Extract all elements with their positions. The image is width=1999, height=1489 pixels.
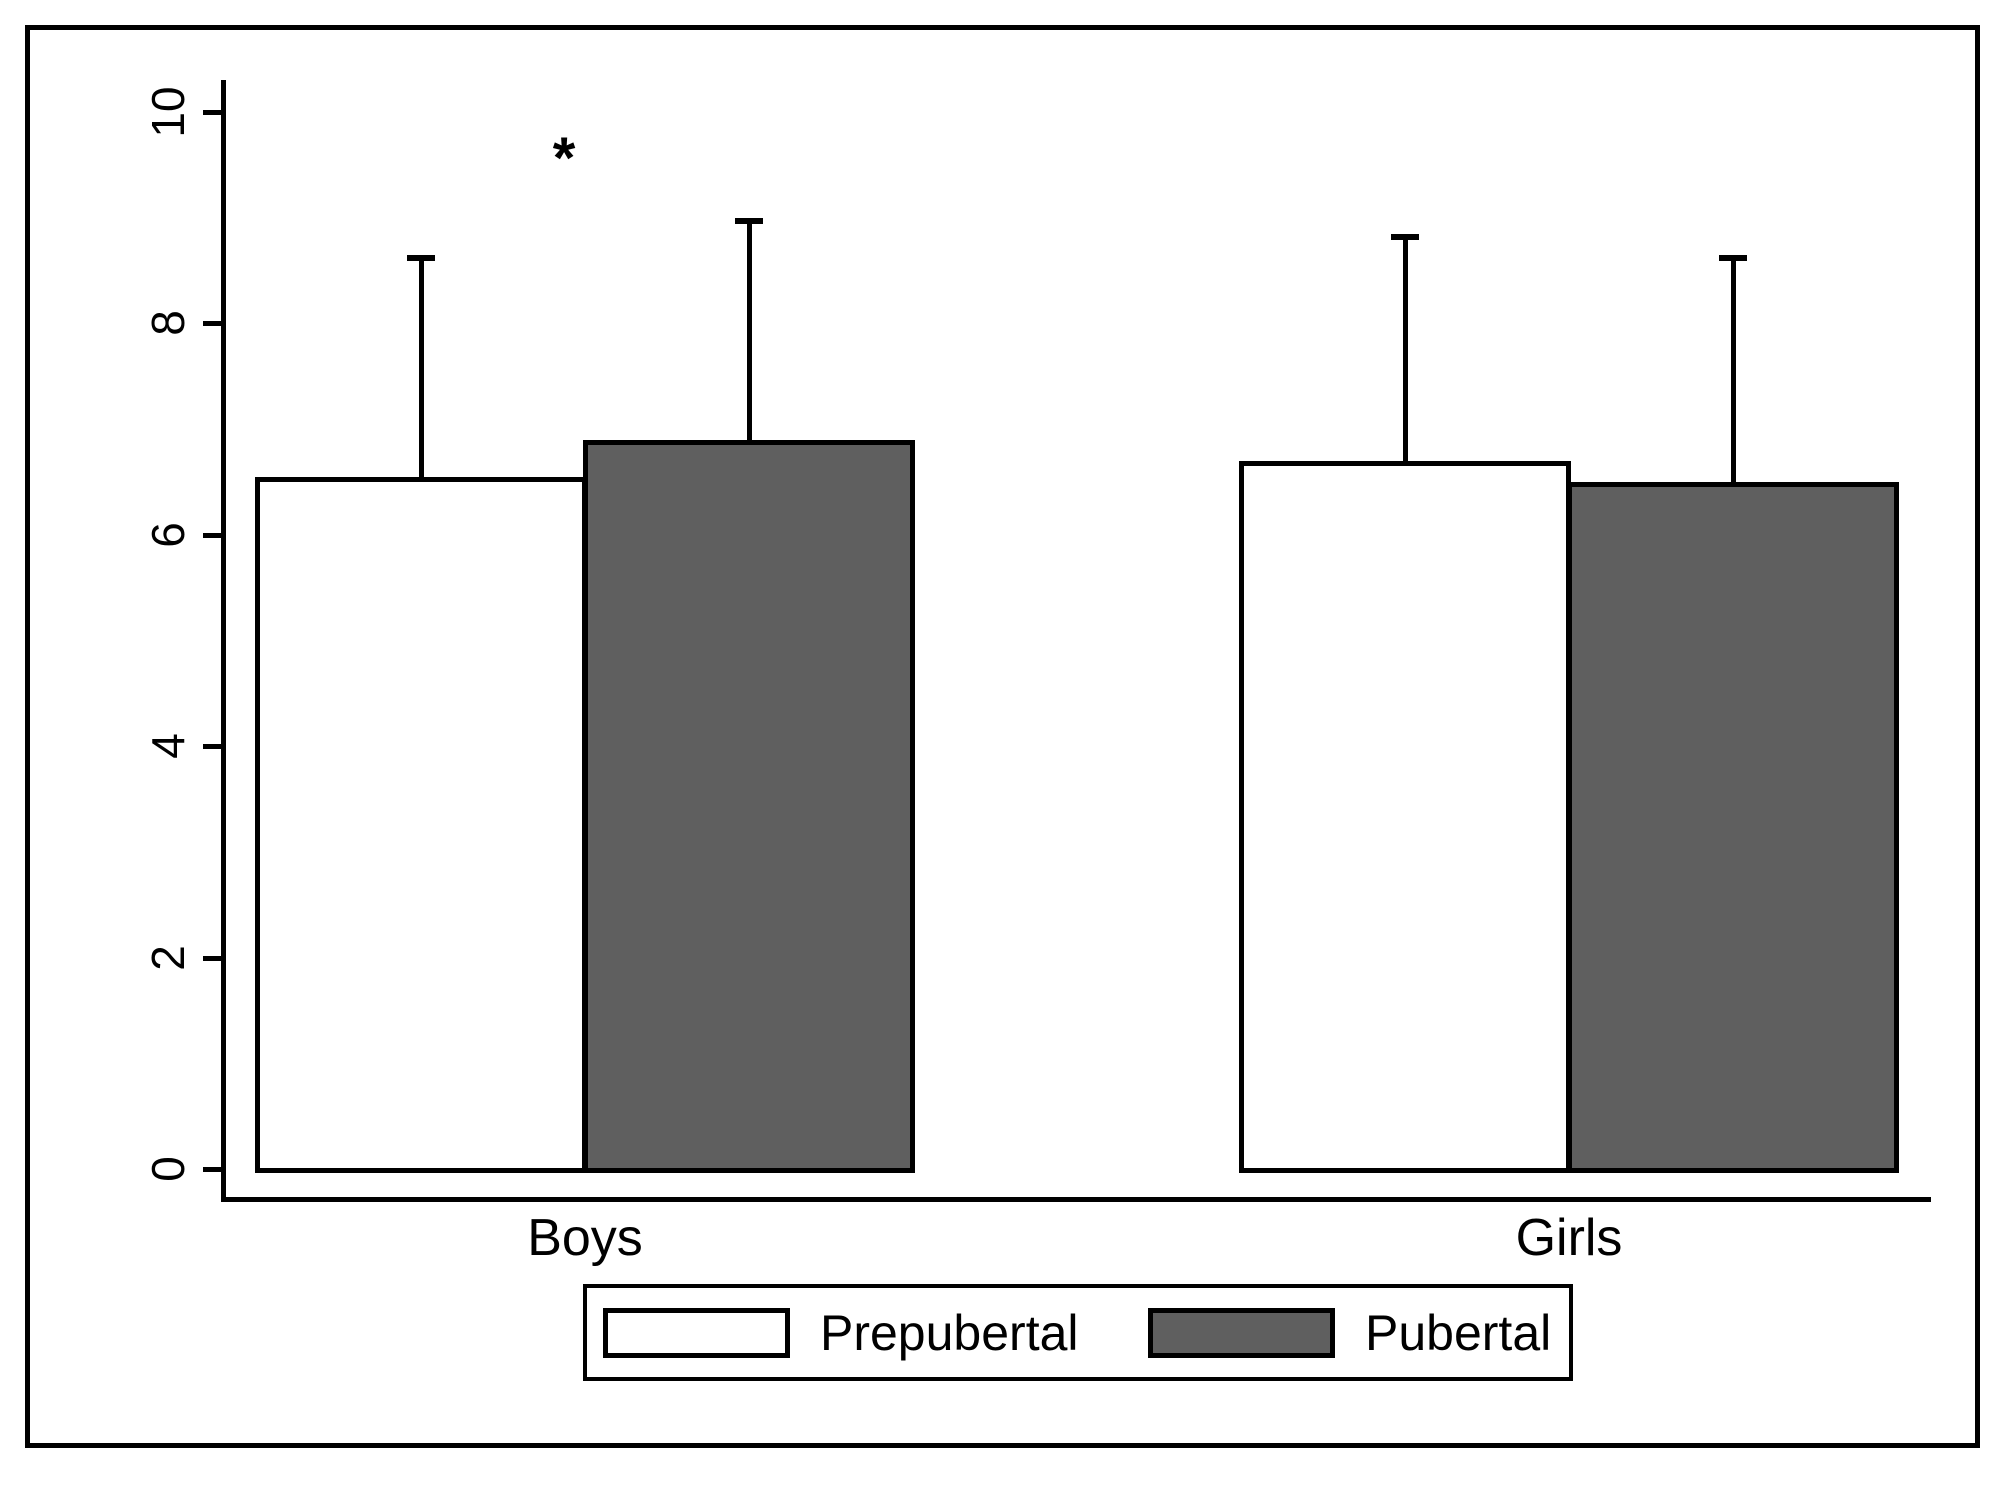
y-tick-mark — [203, 533, 221, 538]
y-tick-label: 10 — [142, 86, 194, 138]
significance-asterisk: * — [552, 125, 576, 191]
y-tick-label: 2 — [142, 945, 194, 971]
figure-border — [25, 25, 1980, 1448]
error-whisker-boys-pubertal — [747, 218, 752, 440]
x-axis-line — [221, 1197, 1931, 1202]
bar-girls-pubertal — [1567, 482, 1899, 1173]
error-cap-girls-pubertal — [1719, 255, 1747, 261]
bar-boys-prepubertal — [255, 477, 587, 1173]
bar-girls-prepubertal — [1239, 461, 1571, 1173]
y-tick-label: 8 — [142, 310, 194, 336]
y-tick-mark — [203, 744, 221, 749]
error-cap-girls-prepubertal — [1391, 234, 1419, 240]
error-cap-boys-pubertal — [735, 218, 763, 224]
bar-boys-pubertal — [583, 440, 915, 1173]
error-cap-boys-prepubertal — [407, 255, 435, 261]
y-axis-line — [221, 80, 226, 1202]
legend-label-pubertal: Pubertal — [1365, 1304, 1552, 1361]
y-tick-label: 0 — [142, 1156, 194, 1182]
y-tick-label: 6 — [142, 522, 194, 548]
legend-swatch-prepubertal — [603, 1308, 790, 1358]
y-tick-mark — [203, 1167, 221, 1172]
category-label-girls: Girls — [1515, 1209, 1623, 1267]
error-whisker-girls-prepubertal — [1403, 234, 1408, 461]
error-whisker-girls-pubertal — [1731, 255, 1736, 482]
legend-swatch-pubertal — [1148, 1308, 1335, 1358]
category-label-boys: Boys — [527, 1209, 643, 1267]
error-whisker-boys-prepubertal — [419, 255, 424, 477]
y-tick-label: 4 — [142, 733, 194, 759]
y-tick-mark — [203, 321, 221, 326]
legend-label-prepubertal: Prepubertal — [820, 1304, 1079, 1361]
y-tick-mark — [203, 110, 221, 115]
y-tick-mark — [203, 956, 221, 961]
